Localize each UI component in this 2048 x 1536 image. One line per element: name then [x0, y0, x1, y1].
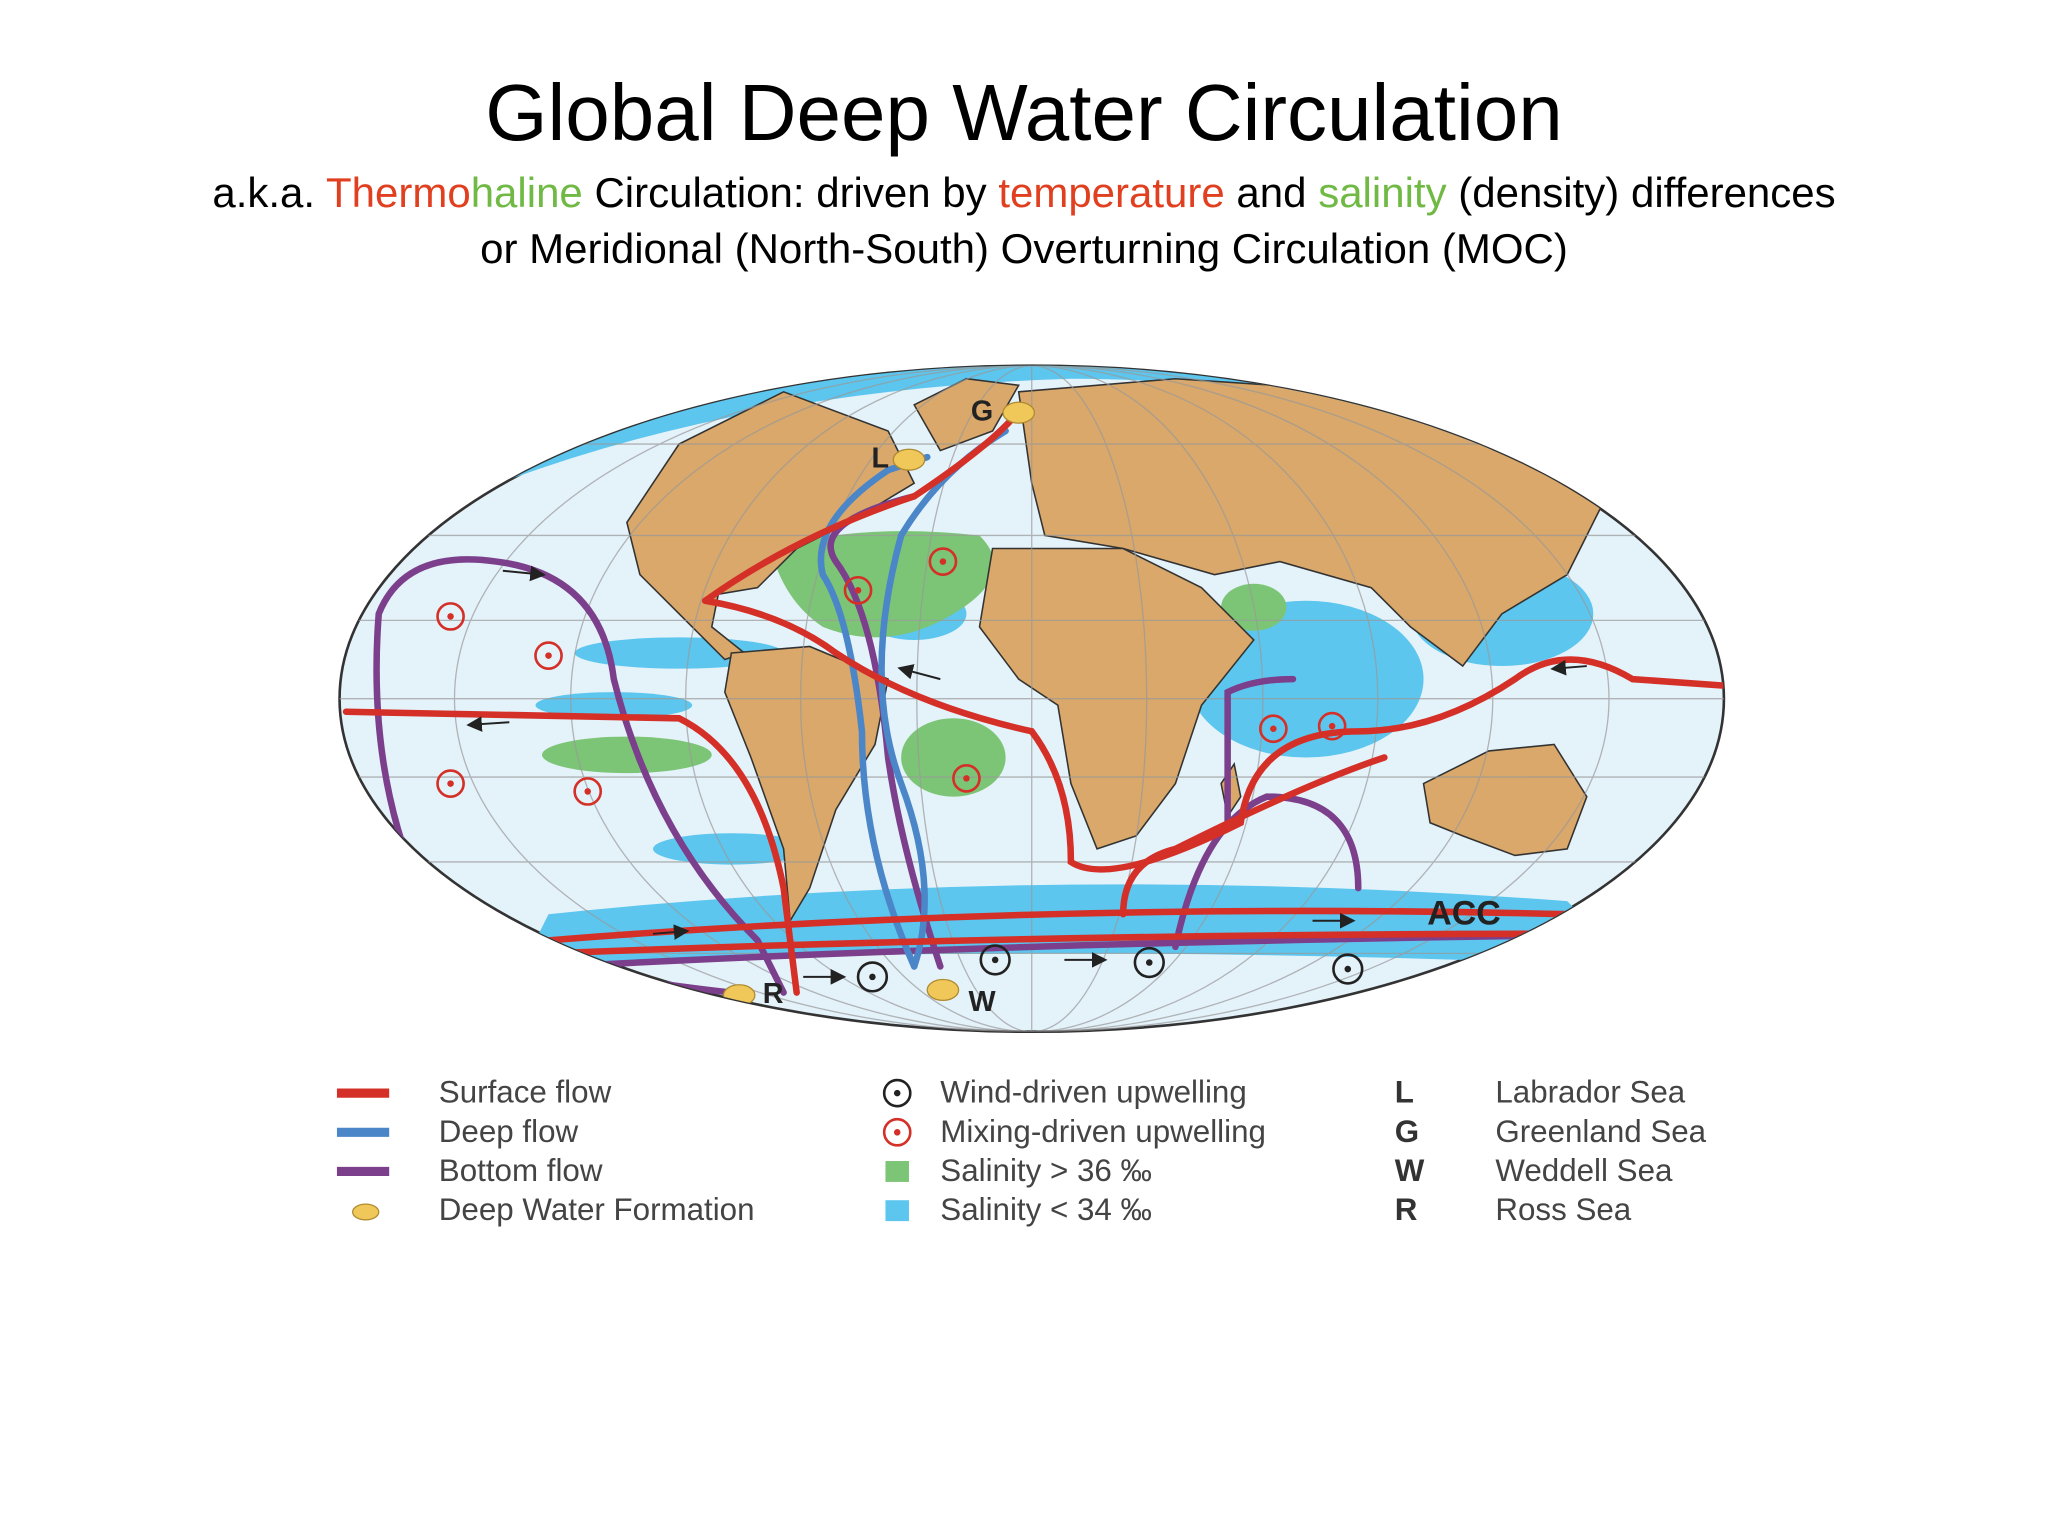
legend-label: Deep flow [439, 1114, 579, 1149]
subtitle: or Meridional (North-South) Overturning … [480, 225, 1568, 272]
subtitle-segment: Thermo [326, 169, 471, 216]
subtitle-segment: Circulation: driven by [583, 169, 999, 216]
title: Global Deep Water Circulation [485, 68, 1563, 157]
legend-label: Salinity < 34 ‰ [940, 1192, 1152, 1227]
legend-label: Deep Water Formation [439, 1192, 755, 1227]
legend-key: R [1395, 1192, 1418, 1227]
legend-key: W [1395, 1153, 1425, 1188]
legend-label: Bottom flow [439, 1153, 603, 1188]
legend-label: Ross Sea [1495, 1192, 1631, 1227]
subtitle: a.k.a. Thermohaline Circulation: driven … [212, 169, 1835, 216]
legend: Surface flow Deep flow Bottom flow Deep … [336, 1075, 1707, 1227]
legend-label: Labrador Sea [1495, 1075, 1685, 1110]
legend-label: Salinity > 36 ‰ [940, 1153, 1152, 1188]
subtitle-segment: salinity [1318, 169, 1446, 216]
legend-label: Mixing-driven upwelling [940, 1114, 1266, 1149]
map-label: R [763, 978, 784, 1010]
legend-label: Surface flow [439, 1075, 612, 1110]
legend-label: Greenland Sea [1495, 1114, 1706, 1149]
subtitle-segment: temperature [998, 169, 1224, 216]
subtitle-segment: haline [471, 169, 583, 216]
map-label: ACC [1427, 895, 1501, 933]
map-label: L [871, 443, 889, 475]
map-label: W [969, 986, 997, 1018]
subtitle-segment: (density) differences [1447, 169, 1836, 216]
map-label: G [971, 396, 993, 428]
subtitle-segment: and [1225, 169, 1318, 216]
legend-label: Weddell Sea [1495, 1153, 1673, 1188]
subtitle-segment: a.k.a. [212, 169, 326, 216]
legend-label: Wind-driven upwelling [940, 1075, 1246, 1110]
map: G L R W ACC Surface flow Deep flow Botto… [336, 364, 1726, 1227]
legend-key: L [1395, 1075, 1414, 1110]
legend-key: G [1395, 1114, 1419, 1149]
